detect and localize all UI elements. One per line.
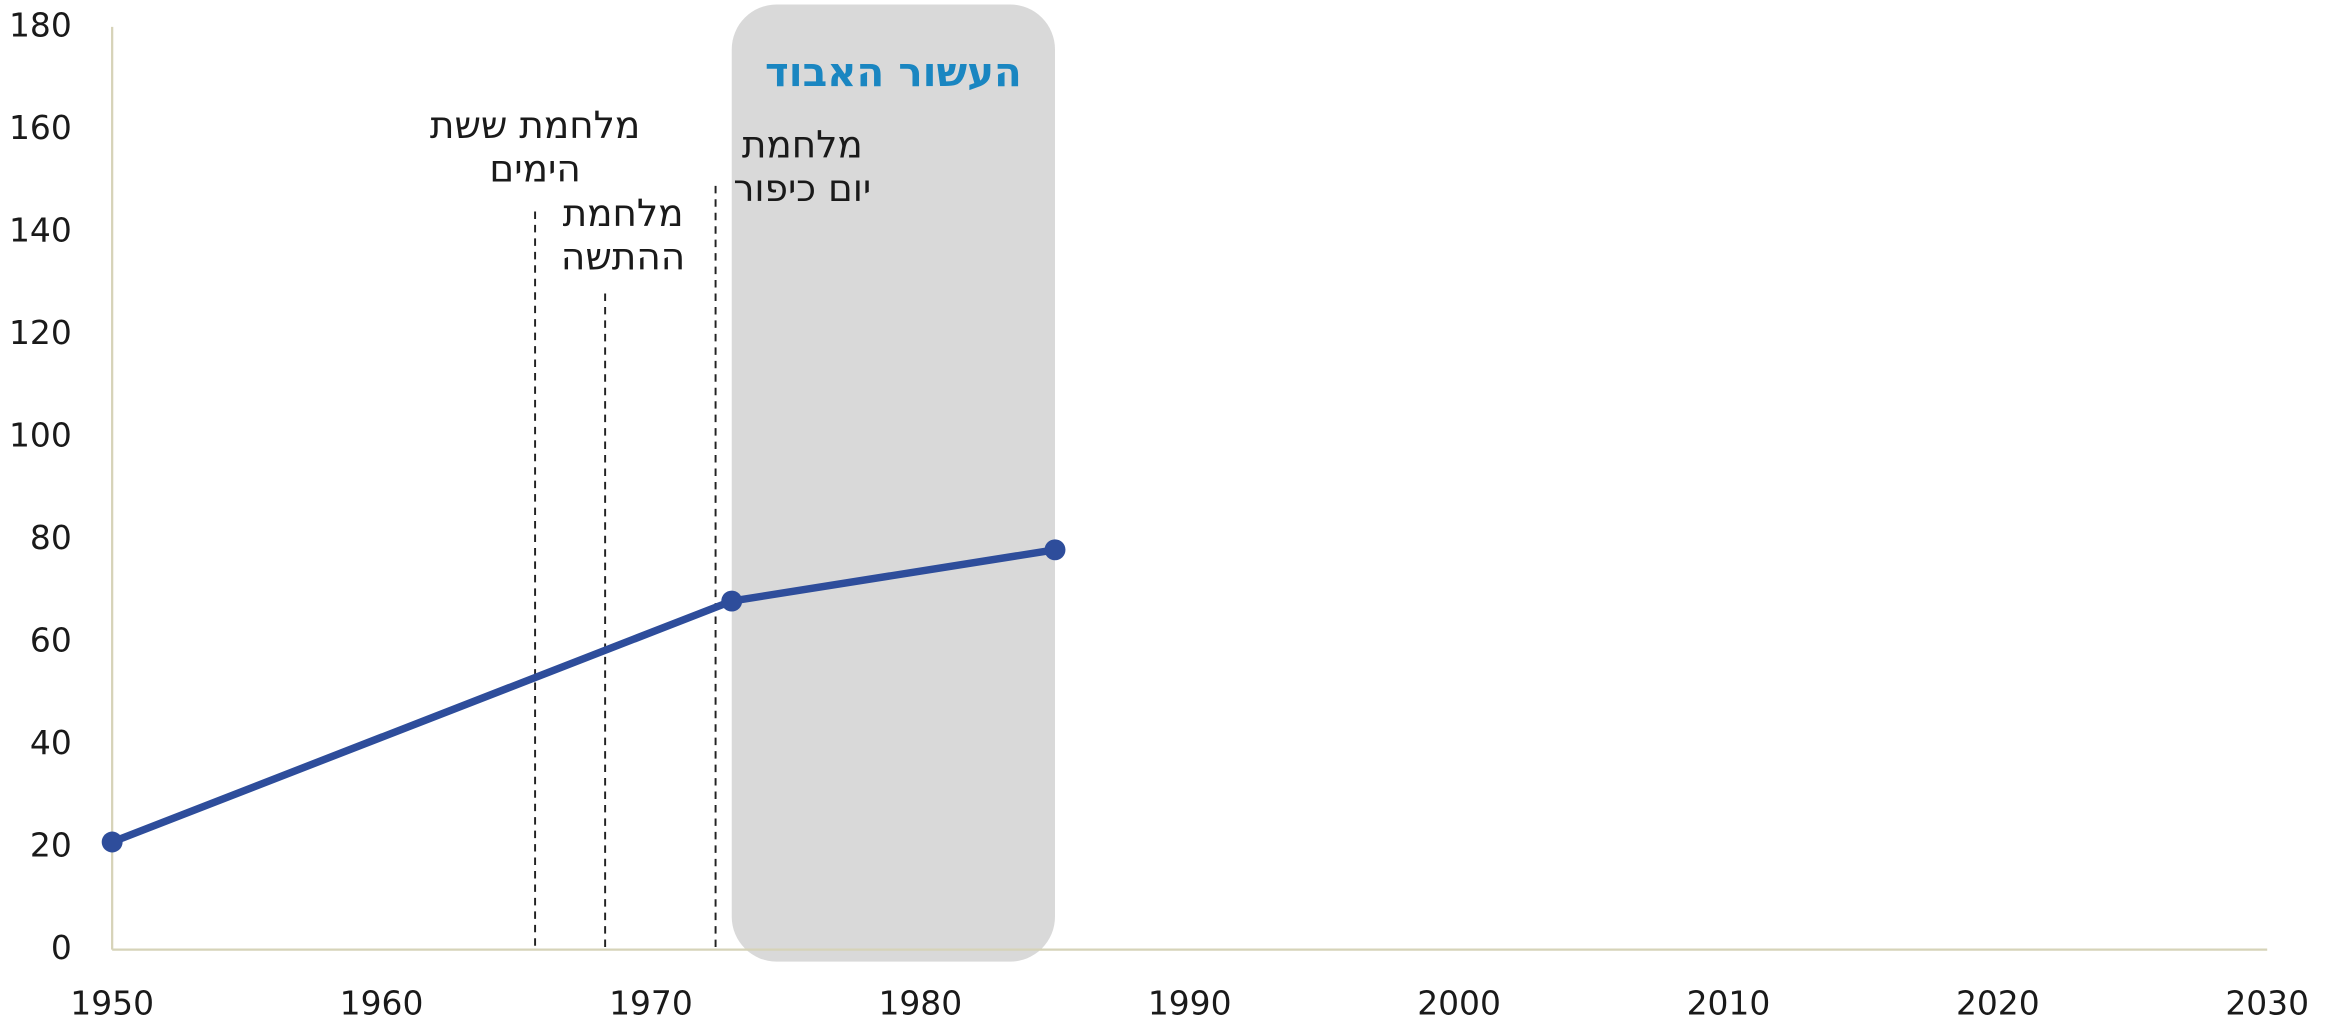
highlight-label: העשור האבוד (765, 49, 1022, 96)
x-tick-label: 1990 (1148, 983, 1232, 1021)
event-label: מלחמת (563, 191, 684, 235)
y-tick-label: 100 (9, 416, 72, 455)
x-tick-label: 1960 (340, 983, 424, 1021)
x-tick-label: 1980 (878, 983, 962, 1021)
y-tick-label: 20 (30, 826, 72, 865)
y-tick-label: 120 (9, 313, 72, 352)
event-label: הימים (489, 147, 580, 191)
y-tick-label: 80 (30, 518, 72, 557)
x-tick-label: 2010 (1687, 983, 1771, 1021)
data-point (101, 831, 123, 853)
data-point (721, 590, 743, 612)
x-tick-label: 2020 (1956, 983, 2040, 1021)
y-tick-label: 40 (30, 723, 72, 762)
y-tick-label: 180 (9, 5, 72, 44)
x-tick-label: 2000 (1417, 983, 1501, 1021)
event-label: יום כיפור (733, 166, 871, 210)
x-tick-label: 1970 (609, 983, 693, 1021)
event-label: מלחמת (742, 122, 863, 166)
data-point (1044, 539, 1066, 561)
highlight-band (731, 4, 1055, 962)
event-label: ההתשה (561, 235, 685, 279)
y-tick-label: 160 (9, 108, 72, 147)
y-tick-label: 60 (30, 621, 72, 660)
x-tick-label: 1950 (70, 983, 154, 1021)
y-tick-label: 140 (9, 210, 72, 249)
y-tick-label: 0 (51, 928, 72, 967)
x-tick-label: 2030 (2225, 983, 2309, 1021)
event-label: מלחמת ששת (430, 103, 640, 147)
